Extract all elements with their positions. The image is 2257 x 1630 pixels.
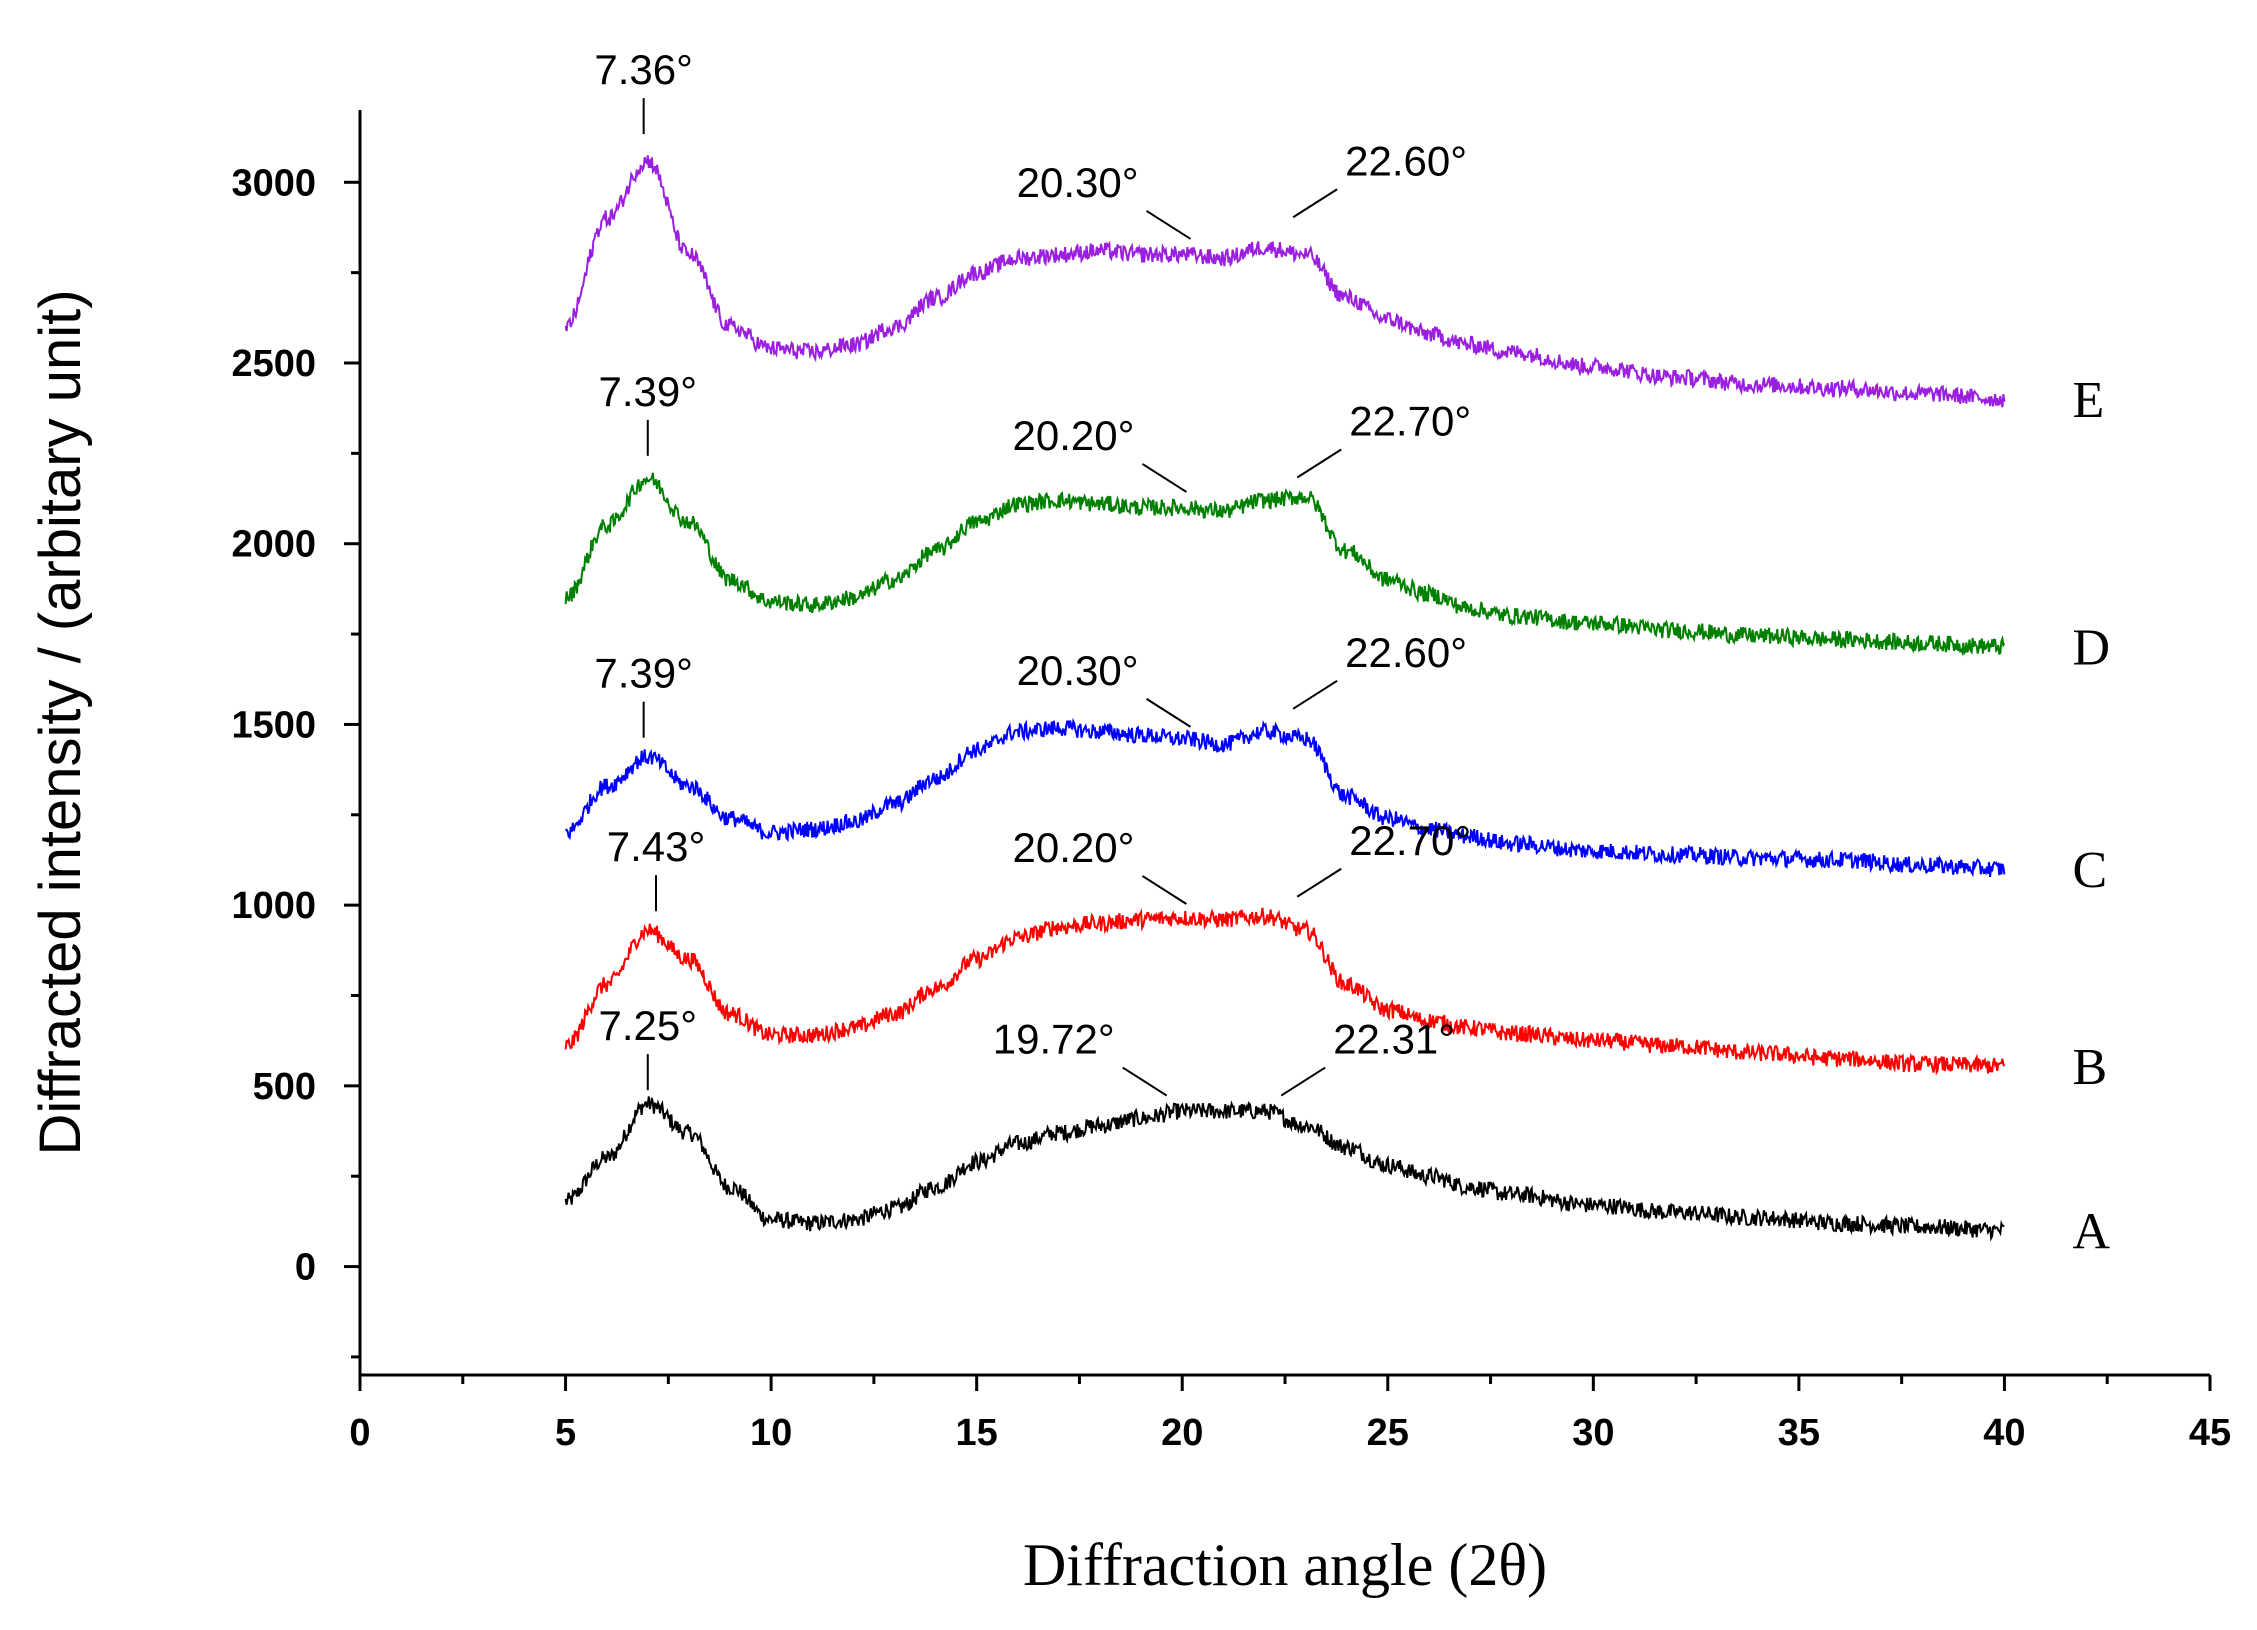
peak-label: 20.30° (1017, 647, 1139, 694)
peak-leader (1296, 867, 1342, 898)
y-tick-label: 2000 (231, 524, 316, 566)
axes: 0 5 10 15 20 25 30 35 40 45 0 500 1000 1500 2000 2500 30… (231, 110, 2231, 1454)
peak-label: 22.70° (1349, 398, 1471, 445)
peak-label: 19.72° (993, 1016, 1115, 1063)
series-line-C (564, 717, 2006, 878)
series-label-A: A (2072, 1203, 2110, 1260)
peak-leader (1122, 1066, 1168, 1097)
peak-leader (1296, 448, 1342, 479)
series-line-D (564, 472, 2006, 657)
peak-leader (1292, 188, 1338, 219)
peak-label: 20.30° (1017, 159, 1139, 206)
series-line-E (564, 155, 2006, 408)
series-label-D: D (2072, 620, 2110, 677)
x-tick-label: 20 (1161, 1412, 1203, 1454)
peak-label: 7.25° (599, 1002, 698, 1049)
peak-leader (1146, 698, 1192, 728)
y-tick-label: 3000 (231, 162, 316, 204)
x-tick-label: 5 (555, 1412, 576, 1454)
peak-leader (1280, 1066, 1326, 1097)
y-tick-label: 0 (295, 1247, 316, 1289)
x-tick-label: 35 (1778, 1412, 1820, 1454)
peak-leader (1292, 679, 1338, 710)
x-tick-label: 45 (2189, 1412, 2231, 1454)
x-axis-label: Diffraction angle (2θ) (1023, 1532, 1547, 1598)
series-label-E: E (2072, 372, 2104, 429)
y-tick-label: 2500 (231, 343, 316, 385)
peak-label: 20.20° (1013, 412, 1135, 459)
x-tick-label: 40 (1983, 1412, 2025, 1454)
peak-label: 22.31° (1333, 1016, 1455, 1063)
y-tick-label: 1500 (231, 704, 316, 746)
y-axis-label: Diffracted intensity / (arbitary unit) (28, 289, 93, 1155)
peak-label: 22.60° (1345, 137, 1467, 184)
peak-leader (1141, 875, 1187, 905)
series-line-A (564, 1096, 2005, 1242)
plot-lines (564, 155, 2006, 1242)
x-tick-label: 0 (349, 1412, 370, 1454)
x-tick-label: 25 (1367, 1412, 1409, 1454)
peak-label: 7.36° (594, 46, 693, 93)
peak-leader (1146, 210, 1192, 240)
series-label-B: B (2072, 1039, 2107, 1096)
axis-labels: Diffraction angle (2θ) Diffracted intens… (28, 289, 1547, 1598)
peak-label: 22.60° (1345, 629, 1467, 676)
x-tick-label: 10 (750, 1412, 792, 1454)
series-label-C: C (2072, 842, 2107, 899)
peak-label: 7.39° (599, 368, 698, 415)
x-tick-label: 30 (1572, 1412, 1614, 1454)
peak-leader (1141, 463, 1187, 493)
y-tick-label: 1000 (231, 885, 316, 927)
x-tick-label: 15 (956, 1412, 998, 1454)
peak-label: 20.20° (1013, 824, 1135, 871)
series-line-B (564, 907, 2006, 1076)
peak-label: 7.39° (594, 650, 693, 697)
peak-label: 7.43° (607, 823, 706, 870)
peak-annotations: A 7.25° 19.72° 22.31° B 7.43° 20.20° 22.70° C 7.3… (594, 46, 2110, 1260)
y-tick-label: 500 (253, 1066, 316, 1108)
peak-label: 22.70° (1349, 817, 1471, 864)
